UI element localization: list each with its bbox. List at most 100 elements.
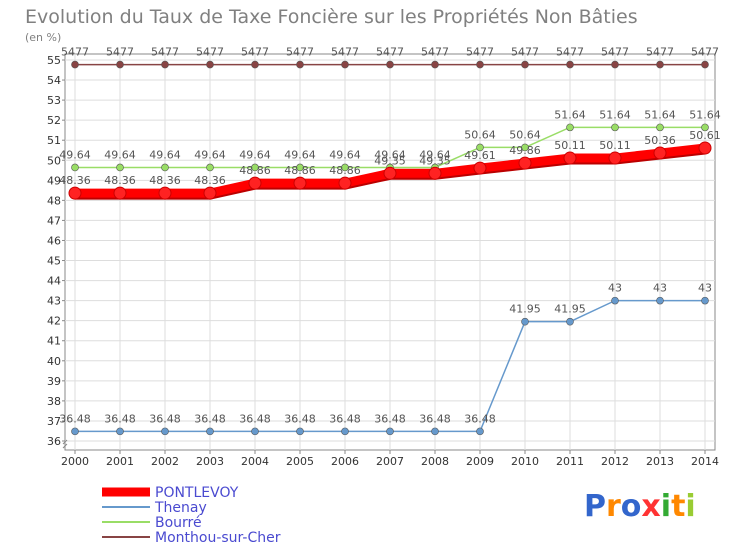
data-label: 48.36 [149, 174, 181, 187]
y-tick-label: 51 [47, 134, 61, 147]
x-tick-label: 2007 [376, 455, 404, 468]
y-tick-label: 45 [47, 255, 61, 268]
legend-label: PONTLEVOY [155, 485, 239, 501]
unit-label: (en %) [25, 31, 61, 44]
data-label: 43 [608, 282, 622, 295]
logo-letter: r [606, 489, 621, 524]
proxiti-logo: Proxiti [584, 489, 696, 524]
data-point [251, 163, 259, 172]
data-point [296, 163, 304, 172]
data-point [113, 186, 127, 200]
data-label: 36.48 [419, 412, 451, 425]
data-label: 51.64 [644, 108, 676, 121]
data-label: 5477 [601, 46, 629, 59]
data-label: 50.11 [554, 139, 586, 152]
data-point [116, 60, 124, 69]
y-tick-label: 46 [47, 234, 61, 247]
data-label: 5477 [286, 46, 314, 59]
data-label: 48.36 [104, 174, 136, 187]
data-label: 5477 [556, 46, 584, 59]
x-tick-label: 2008 [421, 455, 449, 468]
y-tick-label: 43 [47, 295, 61, 308]
data-label: 36.48 [59, 412, 91, 425]
grid-layer [64, 53, 716, 451]
x-tick-label: 2006 [331, 455, 359, 468]
data-point [386, 60, 394, 69]
data-label: 36.48 [194, 412, 226, 425]
x-tick-label: 2004 [241, 455, 269, 468]
data-point [563, 151, 577, 165]
y-tick-label: 52 [47, 114, 61, 127]
legend-label: Bourré [155, 515, 202, 531]
data-point [431, 427, 439, 436]
data-point [653, 146, 667, 160]
data-point [161, 60, 169, 69]
data-label: 48.36 [59, 174, 91, 187]
data-label: 49.64 [239, 148, 271, 161]
data-point [656, 60, 664, 69]
data-point [476, 427, 484, 436]
y-tick-label: 40 [47, 355, 61, 368]
data-point [71, 427, 79, 436]
y-tick-label: 42 [47, 315, 61, 328]
data-point [701, 296, 709, 305]
x-tick-label: 2013 [646, 455, 674, 468]
y-tick-label: 55 [47, 54, 61, 67]
data-label: 5477 [691, 46, 719, 59]
chart-title: Evolution du Taux de Taxe Foncière sur l… [25, 6, 638, 28]
data-point [611, 296, 619, 305]
data-point [701, 60, 709, 69]
data-label: 43 [653, 282, 667, 295]
data-point [698, 141, 712, 155]
y-tick-label: 49 [47, 174, 61, 187]
data-label: 49.64 [149, 148, 181, 161]
data-point [116, 163, 124, 172]
data-label: 49.61 [464, 149, 496, 162]
data-point [161, 163, 169, 172]
data-point [521, 143, 529, 152]
data-point [656, 296, 664, 305]
data-point [68, 186, 82, 200]
data-label: 5477 [106, 46, 134, 59]
data-label: 43 [698, 282, 712, 295]
data-point [203, 186, 217, 200]
logo-letter: P [584, 489, 606, 524]
y-tick-label: 50 [47, 154, 61, 167]
data-point [431, 60, 439, 69]
x-tick-label: 2010 [511, 455, 539, 468]
data-point [701, 123, 709, 132]
y-tick-label: 38 [47, 395, 61, 408]
x-tick-label: 2003 [196, 455, 224, 468]
axis-layer: 36 37 38 39 40 41 42 43 44 45 46 47 48 49 50 51 52 53 54 55… [47, 54, 719, 468]
label-layer: 48.36 48.36 48.36 48.36 48.86 48.86 48.86 49.35… [59, 46, 721, 426]
data-label: 49.64 [59, 148, 91, 161]
data-label: 5477 [151, 46, 179, 59]
y-tick-label: 37 [47, 415, 61, 428]
y-tick-label: 48 [47, 194, 61, 207]
data-label: 49.35 [374, 154, 406, 167]
data-point [248, 176, 262, 190]
data-point [341, 60, 349, 69]
data-label: 5477 [331, 46, 359, 59]
data-label: 5477 [376, 46, 404, 59]
data-label: 49.64 [284, 148, 316, 161]
y-tick-label: 41 [47, 335, 61, 348]
data-label: 36.48 [374, 412, 406, 425]
logo-letter: o [621, 489, 642, 524]
data-label: 41.95 [509, 303, 541, 316]
data-point [341, 427, 349, 436]
data-point [251, 60, 259, 69]
data-label: 50.64 [464, 128, 496, 141]
data-label: 49.64 [194, 148, 226, 161]
data-label: 36.48 [149, 412, 181, 425]
data-point [206, 60, 214, 69]
data-point [566, 60, 574, 69]
data-point [386, 427, 394, 436]
x-tick-label: 2014 [691, 455, 719, 468]
data-label: 5477 [511, 46, 539, 59]
data-point [296, 60, 304, 69]
y-tick-label: 54 [47, 74, 61, 87]
data-point [566, 317, 574, 326]
data-label: 51.64 [554, 108, 586, 121]
